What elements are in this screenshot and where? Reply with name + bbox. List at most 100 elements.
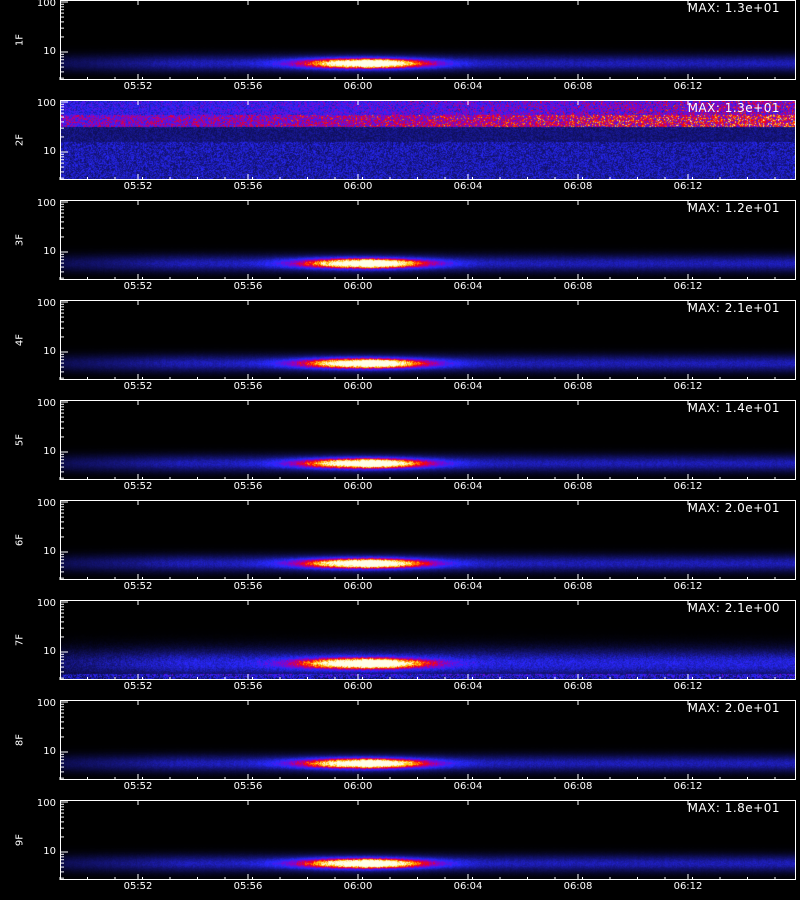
- x-tick-label: 06:04: [453, 381, 483, 392]
- x-tick-label: 06:12: [673, 781, 703, 792]
- x-tick-label: 05:52: [123, 281, 153, 292]
- panel-2f: 2F 100 10 MAX: 1.3e+01 05:52 05:56 06:00 06:04 0…: [0, 98, 800, 200]
- y-tick-label: 100: [36, 398, 56, 409]
- x-tick-label: 06:08: [563, 781, 593, 792]
- x-tick-label: 06:12: [673, 481, 703, 492]
- spectrogram-plot: [60, 700, 796, 780]
- panel-6f: 6F 100 10 MAX: 2.0e+01 05:52 05:56 06:00 06:04 0…: [0, 498, 800, 600]
- x-tick-label: 05:52: [123, 681, 153, 692]
- panel-5f: 5F 100 10 MAX: 1.4e+01 05:52 05:56 06:00 06:04 0…: [0, 398, 800, 500]
- x-tick-label: 06:04: [453, 581, 483, 592]
- x-tick-label: 06:08: [563, 281, 593, 292]
- x-tick-label: 06:04: [453, 781, 483, 792]
- y-tick-label: 100: [36, 98, 56, 109]
- x-tick-label: 06:04: [453, 81, 483, 92]
- spectrogram-image: [61, 501, 795, 579]
- y-tick-label: 100: [36, 598, 56, 609]
- panel-y-label: 2F: [14, 133, 26, 147]
- spectrogram-image: [61, 701, 795, 779]
- x-tick-label: 05:52: [123, 81, 153, 92]
- spectrogram-image: [61, 1, 795, 79]
- x-tick-label: 06:04: [453, 681, 483, 692]
- x-tick-label: 05:56: [233, 581, 263, 592]
- max-label: MAX: 2.1e+00: [687, 601, 780, 615]
- panel-y-label: 7F: [14, 633, 26, 647]
- y-tick-label: 100: [36, 798, 56, 809]
- x-tick-label: 06:08: [563, 581, 593, 592]
- x-tick-label: 06:00: [343, 481, 373, 492]
- spectrogram-image: [61, 301, 795, 379]
- y-tick-label: 10: [43, 446, 56, 457]
- y-tick-label: 10: [43, 246, 56, 257]
- y-tick-label: 10: [43, 646, 56, 657]
- x-tick-label: 06:12: [673, 881, 703, 892]
- x-tick-label: 05:56: [233, 181, 263, 192]
- x-tick-label: 05:52: [123, 181, 153, 192]
- panel-y-label: 8F: [14, 733, 26, 747]
- x-tick-label: 06:04: [453, 481, 483, 492]
- y-tick-label: 10: [43, 46, 56, 57]
- x-tick-label: 06:00: [343, 781, 373, 792]
- x-tick-label: 05:56: [233, 781, 263, 792]
- panel-y-label: 5F: [14, 433, 26, 447]
- x-tick-label: 06:04: [453, 181, 483, 192]
- max-label: MAX: 1.3e+01: [687, 101, 780, 115]
- spectrogram-plot: [60, 500, 796, 580]
- y-tick-label: 10: [43, 346, 56, 357]
- x-tick-label: 06:08: [563, 481, 593, 492]
- x-tick-label: 06:12: [673, 581, 703, 592]
- x-tick-label: 06:08: [563, 681, 593, 692]
- x-tick-label: 06:12: [673, 181, 703, 192]
- x-tick-label: 06:12: [673, 381, 703, 392]
- y-tick-label: 10: [43, 146, 56, 157]
- x-tick-label: 06:08: [563, 881, 593, 892]
- x-tick-label: 05:56: [233, 281, 263, 292]
- max-label: MAX: 1.4e+01: [687, 401, 780, 415]
- y-tick-label: 100: [36, 198, 56, 209]
- x-tick-label: 05:56: [233, 681, 263, 692]
- x-tick-label: 06:12: [673, 681, 703, 692]
- panel-9f: 9F 100 10 MAX: 1.8e+01 05:52 05:56 06:00 06:04 0…: [0, 798, 800, 900]
- x-tick-label: 06:00: [343, 281, 373, 292]
- y-tick-label: 100: [36, 698, 56, 709]
- x-tick-label: 05:52: [123, 881, 153, 892]
- y-tick-label: 100: [36, 298, 56, 309]
- spectrogram-plot: [60, 200, 796, 280]
- x-tick-label: 05:56: [233, 81, 263, 92]
- panel-1f: 1F 100 10 MAX: 1.3e+01 05:52 05:56 06:00 06:04 0…: [0, 0, 800, 100]
- spectrogram-plot: [60, 800, 796, 880]
- spectrogram-plot: [60, 100, 796, 180]
- max-label: MAX: 2.0e+01: [687, 501, 780, 515]
- x-tick-label: 06:08: [563, 81, 593, 92]
- x-tick-label: 06:00: [343, 881, 373, 892]
- y-tick-label: 100: [36, 0, 56, 9]
- x-tick-label: 06:12: [673, 81, 703, 92]
- spectrogram-image: [61, 401, 795, 479]
- max-label: MAX: 1.8e+01: [687, 801, 780, 815]
- panel-y-label: 9F: [14, 833, 26, 847]
- x-tick-label: 06:00: [343, 81, 373, 92]
- panel-3f: 3F 100 10 MAX: 1.2e+01 05:52 05:56 06:00 06:04 0…: [0, 198, 800, 300]
- spectrogram-plot: [60, 600, 796, 680]
- spectrogram-plot: [60, 0, 796, 80]
- y-tick-label: 10: [43, 746, 56, 757]
- x-tick-label: 05:52: [123, 581, 153, 592]
- panel-y-label: 4F: [14, 333, 26, 347]
- x-tick-label: 06:00: [343, 581, 373, 592]
- y-tick-label: 10: [43, 546, 56, 557]
- y-tick-label: 10: [43, 846, 56, 857]
- x-tick-label: 06:12: [673, 281, 703, 292]
- y-tick-label: 100: [36, 498, 56, 509]
- x-tick-label: 05:52: [123, 781, 153, 792]
- spectrogram-image: [61, 201, 795, 279]
- max-label: MAX: 1.3e+01: [687, 1, 780, 15]
- panel-y-label: 3F: [14, 233, 26, 247]
- spectrogram-image: [61, 801, 795, 879]
- x-tick-label: 06:08: [563, 381, 593, 392]
- x-tick-label: 05:56: [233, 481, 263, 492]
- panel-y-label: 1F: [14, 33, 26, 47]
- x-tick-label: 06:00: [343, 181, 373, 192]
- x-tick-label: 06:04: [453, 881, 483, 892]
- max-label: MAX: 2.0e+01: [687, 701, 780, 715]
